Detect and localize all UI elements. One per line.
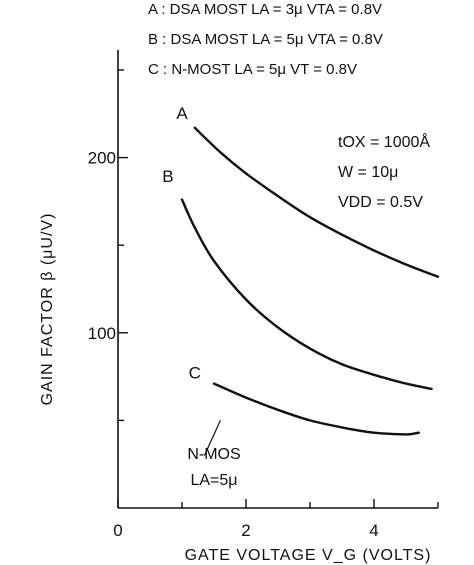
annotations: A B C N-MOS LA=5μ [162,104,240,489]
legend: A : DSA MOST LA = 3μ VTA = 0.8V B : DSA M… [148,1,383,78]
y-axis-title: GAIN FACTOR β (μU/V) [39,213,56,406]
axes: GATE VOLTAGE V_G (VOLTS) GAIN FACTOR β (μ… [39,50,438,564]
parameter-1: tOX = 1000Å [338,132,430,151]
series-line-b [180,198,433,391]
legend-entry-a: A : DSA MOST LA = 3μ VTA = 0.8V [148,1,382,18]
y-tick-label: 100 [88,324,116,343]
x-tick-label: 0 [113,521,122,540]
curve-annotation-line1: N-MOS [187,446,240,463]
series-line-a [193,126,440,278]
annotation-leader [203,420,221,456]
legend-entry-c: C : N-MOST LA = 5μ VT = 0.8V [148,61,357,78]
parameter-3: VDD = 0.5V [338,194,423,211]
legend-entry-b: B : DSA MOST LA = 5μ VTA = 0.8V [148,31,383,48]
curves [180,126,440,436]
series-label-a: A [176,104,188,123]
parameter-block: tOX = 1000Å W = 10μ VDD = 0.5V [338,132,430,211]
x-tick-label: 4 [369,521,378,540]
x-axis-title: GATE VOLTAGE V_G (VOLTS) [185,547,432,564]
series-label-c: C [189,363,201,382]
x-tick-label: 2 [241,521,250,540]
curve-annotation-line2: LA=5μ [190,472,237,489]
y-tick-label: 200 [88,149,116,168]
parameter-2: W = 10μ [338,164,398,181]
ticks: 0 2 4 100 200 [88,69,439,540]
series-label-b: B [162,167,173,186]
series-line-c [212,382,420,436]
